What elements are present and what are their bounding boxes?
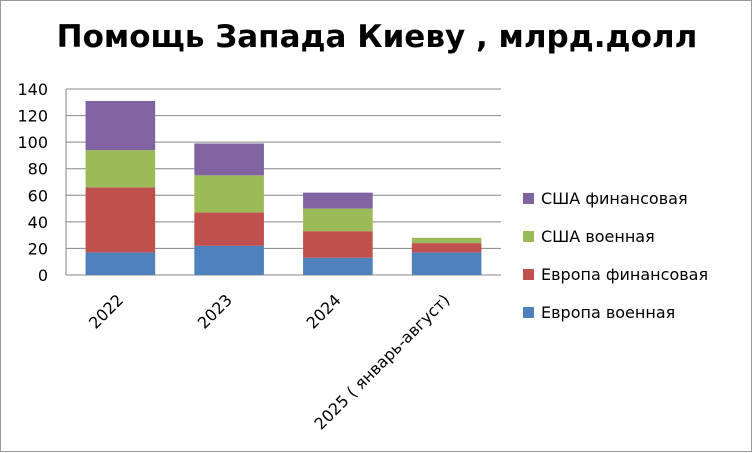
x-tick-label: 2024 (302, 290, 344, 332)
bar-segment (85, 187, 156, 253)
y-tick-label: 80 (28, 160, 48, 179)
bar-segment (303, 231, 373, 258)
x-tick-label: 2023 (194, 290, 236, 332)
y-tick-label: 120 (17, 107, 48, 126)
bar-segment (411, 243, 482, 253)
bar-segment (194, 175, 264, 213)
y-tick-label: 0 (38, 266, 48, 285)
bar-segment (85, 150, 156, 188)
bar-segment (303, 192, 373, 209)
bar-segment (411, 252, 482, 275)
legend-swatch (523, 307, 534, 318)
y-tick-label: 60 (28, 186, 48, 205)
y-tick-label: 140 (17, 80, 48, 99)
bar-segment (303, 257, 373, 275)
bar-segment (85, 252, 156, 275)
bar-segment (194, 143, 264, 176)
x-tick-label: 2022 (85, 290, 127, 332)
bar-segment (411, 237, 482, 244)
y-tick-label: 40 (28, 213, 48, 232)
legend-swatch (523, 193, 534, 204)
bar-segment (303, 208, 373, 232)
y-tick-label: 100 (17, 133, 48, 152)
bar-segment (194, 245, 264, 275)
bar-segment (194, 212, 264, 246)
chart-title: Помощь Запада Киеву , млрд.долл (56, 19, 698, 55)
bar-segment (85, 100, 156, 151)
legend-label: США финансовая (541, 189, 688, 208)
legend-label: Европа военная (541, 303, 675, 322)
y-tick-label: 20 (28, 239, 48, 258)
legend-label: Европа финансовая (541, 265, 708, 284)
legend-swatch (523, 269, 534, 280)
legend-label: США военная (541, 227, 655, 246)
legend-swatch (523, 231, 534, 242)
